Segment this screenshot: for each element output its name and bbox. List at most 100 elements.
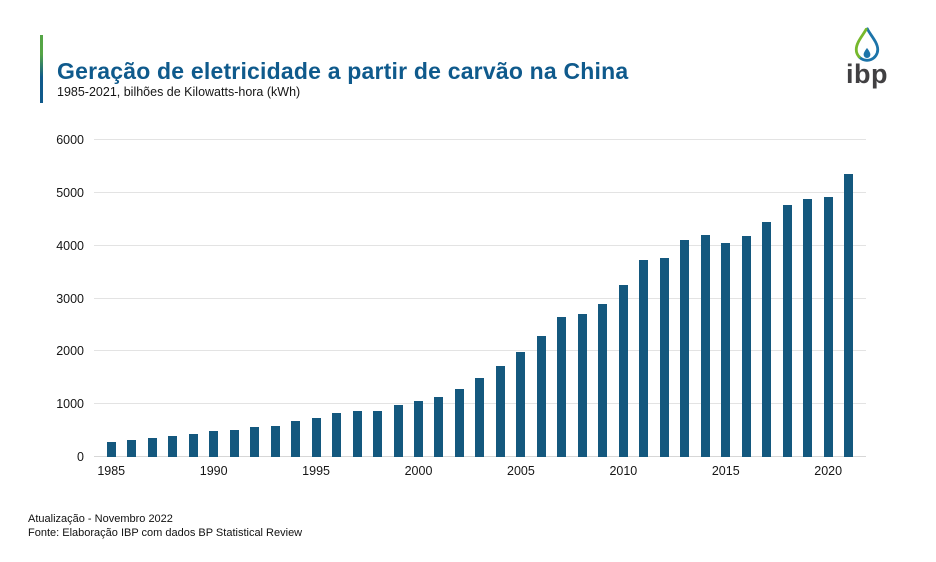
bar-1993 — [270, 425, 280, 457]
x-tick-label-1990: 1990 — [199, 464, 228, 478]
title-accent-bar — [40, 35, 43, 103]
bar-slot-2003 — [470, 140, 490, 457]
bar-2013 — [680, 240, 690, 457]
footer-update-line: Atualização - Novembro 2022 — [28, 513, 173, 525]
bar-slot-2014 — [695, 140, 715, 457]
bar-slot-2006 — [531, 140, 551, 457]
y-tick-label-0: 0 — [77, 450, 84, 464]
bar-slot-2019 — [797, 140, 817, 457]
y-tick-label-5000: 5000 — [56, 185, 84, 200]
bar-slot-1997 — [347, 140, 367, 457]
bar-1999 — [393, 405, 403, 457]
bar-slot-2013 — [675, 140, 695, 457]
bar-2012 — [659, 258, 669, 457]
x-tick-label-1995: 1995 — [302, 464, 330, 478]
bar-1987 — [147, 437, 157, 457]
bar-slot-2016 — [736, 140, 756, 457]
bar-slot-2009 — [593, 140, 613, 457]
bar-1992 — [250, 427, 260, 457]
y-tick-label-1000: 1000 — [56, 397, 84, 412]
x-tick-label-2010: 2010 — [609, 464, 638, 478]
page-title: Geração de eletricidade a partir de carv… — [57, 58, 629, 85]
bar-1995 — [311, 417, 321, 457]
x-tick-label-2015: 2015 — [711, 464, 740, 478]
bar-2006 — [536, 336, 546, 457]
x-tick-label-1985: 1985 — [97, 464, 126, 478]
coal-generation-bar-chart: 0 1000 2000 3000 4000 5000 6000 1985 1990 1995 200… — [56, 134, 866, 478]
bar-slot-1998 — [367, 140, 387, 457]
bar-slot-2015: 2015 — [712, 140, 740, 478]
x-tick-label-2020: 2020 — [814, 464, 843, 478]
ibp-logo-text: ibp — [846, 59, 888, 89]
bar-slot-1988 — [162, 140, 182, 457]
ibp-logo: ibp — [833, 26, 901, 89]
x-tick-label-2005: 2005 — [507, 464, 535, 478]
bar-2002 — [454, 389, 464, 457]
bar-2009 — [598, 303, 608, 457]
bar-2008 — [577, 314, 587, 457]
gridline-4000 — [94, 244, 866, 246]
bar-slot-1987 — [142, 140, 162, 457]
bar-2016 — [741, 236, 751, 457]
bar-1991 — [229, 429, 239, 457]
footer-source-line: Fonte: Elaboração IBP com dados BP Stati… — [28, 526, 303, 539]
bar-2001 — [434, 396, 444, 457]
x-tick-label-2000: 2000 — [404, 464, 433, 478]
bar-slot-2012 — [654, 140, 674, 457]
bar-slot-2007 — [552, 140, 572, 457]
bar-1994 — [291, 420, 301, 457]
bar-slot-2008 — [572, 140, 592, 457]
bar-slot-2020: 2020 — [814, 140, 842, 478]
bar-2004 — [495, 366, 505, 457]
bar-slot-1995: 1995 — [302, 140, 330, 478]
gridline-5000 — [94, 191, 866, 193]
chart-subtitle: 1985-2021, bilhões de Kilowatts-hora (kW… — [57, 85, 301, 99]
bar-1986 — [127, 439, 137, 457]
bar-slot-2018 — [777, 140, 797, 457]
bar-1988 — [168, 435, 178, 457]
bar-slot-2010: 2010 — [609, 140, 637, 478]
bar-2011 — [639, 260, 649, 457]
gridline-3000 — [94, 297, 866, 299]
bar-2018 — [782, 204, 792, 457]
bars-container: 1985 1990 1995 2000 2005 2010 2015 2020 — [94, 140, 866, 478]
gridline-2000 — [94, 350, 866, 352]
bar-1989 — [188, 433, 198, 457]
bar-slot-2021 — [838, 140, 858, 457]
bar-2017 — [762, 221, 772, 457]
y-tick-label-3000: 3000 — [56, 291, 84, 306]
bar-slot-1993 — [265, 140, 285, 457]
bar-2007 — [557, 317, 567, 457]
y-tick-label-6000: 6000 — [56, 133, 84, 147]
bar-slot-2000: 2000 — [405, 140, 432, 478]
y-tick-label-4000: 4000 — [56, 238, 84, 253]
bar-slot-2002 — [449, 140, 469, 457]
bar-2014 — [700, 234, 710, 457]
bar-slot-2004 — [490, 140, 510, 457]
y-tick-label-2000: 2000 — [56, 344, 84, 359]
drop-icon — [854, 27, 880, 62]
bar-slot-1999 — [388, 140, 408, 457]
plot-area: 0 1000 2000 3000 4000 5000 6000 1985 1990 1995 200… — [56, 134, 866, 478]
bar-1997 — [352, 411, 362, 457]
bar-2010 — [618, 285, 628, 457]
bar-1990 — [209, 431, 219, 457]
bar-slot-1986 — [121, 140, 141, 457]
bar-slot-1989 — [183, 140, 203, 457]
bar-2021 — [844, 174, 854, 457]
bar-2019 — [803, 198, 813, 457]
bar-1998 — [373, 410, 383, 457]
bar-1985 — [106, 442, 116, 457]
bar-slot-1992 — [244, 140, 264, 457]
bar-slot-2017 — [757, 140, 777, 457]
footer: Atualização - Novembro 2022 Fonte: Elabo… — [28, 513, 302, 540]
bar-slot-1996 — [326, 140, 346, 457]
bar-slot-1994 — [285, 140, 305, 457]
bar-slot-2001 — [429, 140, 449, 457]
gridline-6000 — [94, 139, 866, 140]
bar-slot-2011 — [634, 140, 654, 457]
bar-2005 — [516, 352, 526, 457]
bar-2003 — [475, 377, 485, 457]
bar-2020 — [823, 197, 833, 457]
bar-slot-1985: 1985 — [97, 140, 125, 478]
